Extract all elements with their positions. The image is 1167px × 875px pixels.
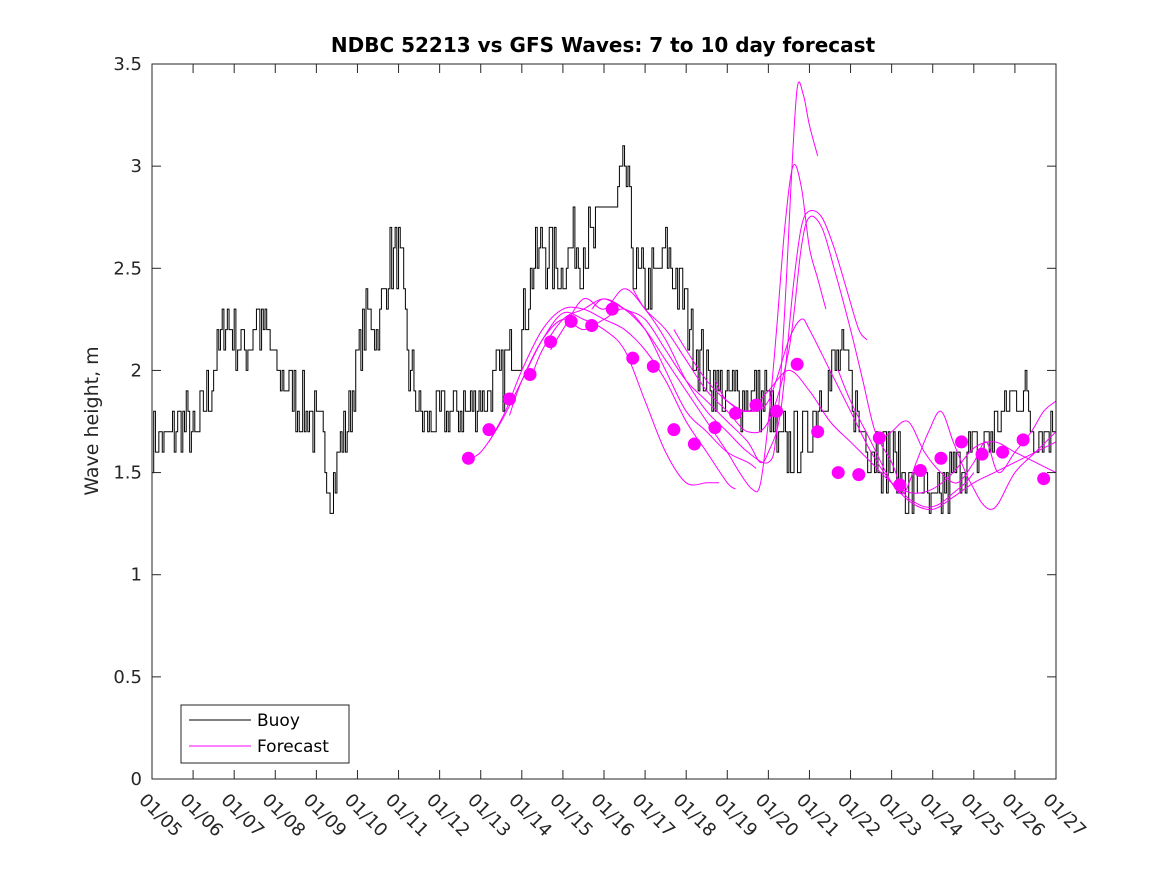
forecast-marker [996,445,1010,459]
forecast-marker [893,478,907,492]
y-tick-label: 0 [131,769,142,790]
forecast-marker [502,392,516,406]
legend-box [180,704,350,764]
forecast-marker [626,351,640,365]
forecast-line [550,81,819,464]
forecast-marker [1016,433,1030,447]
y-tick-label: 0.5 [113,667,142,688]
forecast-marker [482,423,496,437]
forecast-marker [954,435,968,449]
forecast-marker [975,447,989,461]
y-tick-label: 1 [131,565,142,586]
forecast-line [878,400,1057,484]
forecast-marker [770,404,784,418]
forecast-line [632,215,975,508]
forecast-line [837,370,1057,510]
forecast-marker [1037,472,1051,486]
forecast-marker [564,314,578,328]
y-tick-label: 1.5 [113,463,142,484]
forecast-marker [605,302,619,316]
forecast-line [488,306,736,490]
forecast-marker [790,357,804,371]
y-axis-label: Wave height, m [81,346,103,495]
forecast-marker [852,468,866,482]
buoy-line [152,145,1057,514]
forecast-marker [811,425,825,439]
legend-buoy-label: Buoy [257,711,300,731]
forecast-marker [934,451,948,465]
legend-forecast-label: Forecast [257,737,329,757]
forecast-marker [687,437,701,451]
forecast-marker [544,335,558,349]
y-tick-label: 2 [131,360,142,381]
forecast-marker [708,421,722,435]
forecast-marker [585,318,599,332]
legend: Buoy Forecast [180,704,350,764]
forecast-marker [461,451,475,465]
forecast-marker [523,368,537,382]
y-tick-label: 3 [131,156,142,177]
forecast-marker [667,423,681,437]
plot-area [152,81,1057,514]
forecast-line [591,209,868,464]
forecast-marker [872,431,886,445]
y-tick-label: 3.5 [113,54,142,75]
chart-title: NDBC 52213 vs GFS Waves: 7 to 10 day for… [331,33,876,57]
forecast-marker [831,466,845,480]
forecast-marker [749,398,763,412]
y-tick-label: 2.5 [113,258,142,279]
forecast-marker [646,359,660,373]
forecast-line [714,369,1057,494]
forecast-line [529,164,827,493]
forecast-line [673,318,1057,511]
forecast-line [509,308,757,469]
forecast-marker [913,464,927,478]
forecast-marker [728,406,742,420]
